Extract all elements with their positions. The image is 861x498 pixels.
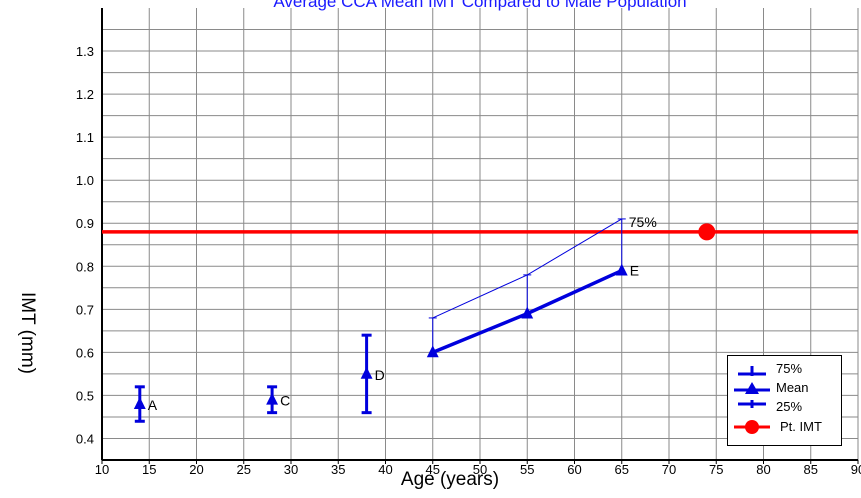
point-label-D: D <box>375 367 385 383</box>
y-tick-label: 1.2 <box>76 87 94 102</box>
legend: 75% Mean 25% Pt. IMT <box>727 355 842 446</box>
x-tick-label: 45 <box>426 462 440 477</box>
legend-item-pt-imt: Pt. IMT <box>728 420 841 434</box>
legend-item-25: 25% <box>728 400 841 414</box>
patient-imt-point <box>698 223 716 241</box>
point-label-A: A <box>148 397 158 413</box>
legend-mean-symbol <box>734 382 770 394</box>
x-tick-label: 80 <box>756 462 770 477</box>
x-tick-label: 85 <box>804 462 818 477</box>
x-tick-label: 50 <box>473 462 487 477</box>
y-tick-label: 0.6 <box>76 345 94 360</box>
x-tick-label: 65 <box>615 462 629 477</box>
x-tick-label: 40 <box>378 462 392 477</box>
point-label-E: E <box>630 263 639 279</box>
legend-item-75: 75% <box>728 362 841 376</box>
series-mean-marker <box>426 345 439 358</box>
series-mean-marker <box>615 263 628 276</box>
y-tick-label: 1.3 <box>76 44 94 59</box>
x-axis-label: Age (years) <box>400 469 500 490</box>
x-tick-label: 75 <box>709 462 723 477</box>
x-tick-label: 30 <box>284 462 298 477</box>
legend-pt-imt-symbol <box>734 420 770 434</box>
errorbar-A-mean-marker <box>133 397 146 409</box>
point-label-C: C <box>280 393 290 409</box>
series-mean-marker <box>521 306 534 319</box>
x-tick-label: 35 <box>331 462 345 477</box>
y-tick-label: 1.1 <box>76 130 94 145</box>
x-tick-label: 20 <box>189 462 203 477</box>
x-tick-label: 90 <box>851 462 861 477</box>
y-axis-label: IMT (mm) <box>17 292 38 374</box>
x-tick-label: 15 <box>142 462 156 477</box>
y-tick-label: 0.5 <box>76 388 94 403</box>
y-tick-label: 0.8 <box>76 259 94 274</box>
legend-item-mean: Mean <box>728 381 841 395</box>
y-tick-label: 1.0 <box>76 173 94 188</box>
legend-25-symbol <box>738 400 766 408</box>
legend-label-pt-imt: Pt. IMT <box>780 419 822 434</box>
y-tick-label: 0.7 <box>76 302 94 317</box>
x-tick-label: 10 <box>95 462 109 477</box>
legend-label-mean: Mean <box>776 380 809 395</box>
errorbar-C-mean-marker <box>266 392 279 405</box>
legend-label-75: 75% <box>776 361 803 376</box>
y-tick-label: 0.9 <box>76 216 94 231</box>
tick-labels: 10 15 20 25 30 35 40 45 50 55 60 65 70 75 80 85 90 0.4 0.5… <box>76 44 861 477</box>
x-tick-label: 60 <box>567 462 581 477</box>
chart-title: Average CCA Mean IMT Compared to Male Po… <box>273 0 687 11</box>
errorbar-D-mean-marker <box>360 366 373 379</box>
y-tick-label: 0.4 <box>76 431 94 446</box>
x-tick-label: 55 <box>520 462 534 477</box>
x-tick-label: 25 <box>237 462 251 477</box>
legend-75-symbol <box>738 366 766 376</box>
legend-label-25: 25% <box>776 399 803 414</box>
x-tick-label: 70 <box>662 462 676 477</box>
annotation-75: 75% <box>629 214 657 230</box>
data-marks: A C D E 75% <box>102 214 858 423</box>
